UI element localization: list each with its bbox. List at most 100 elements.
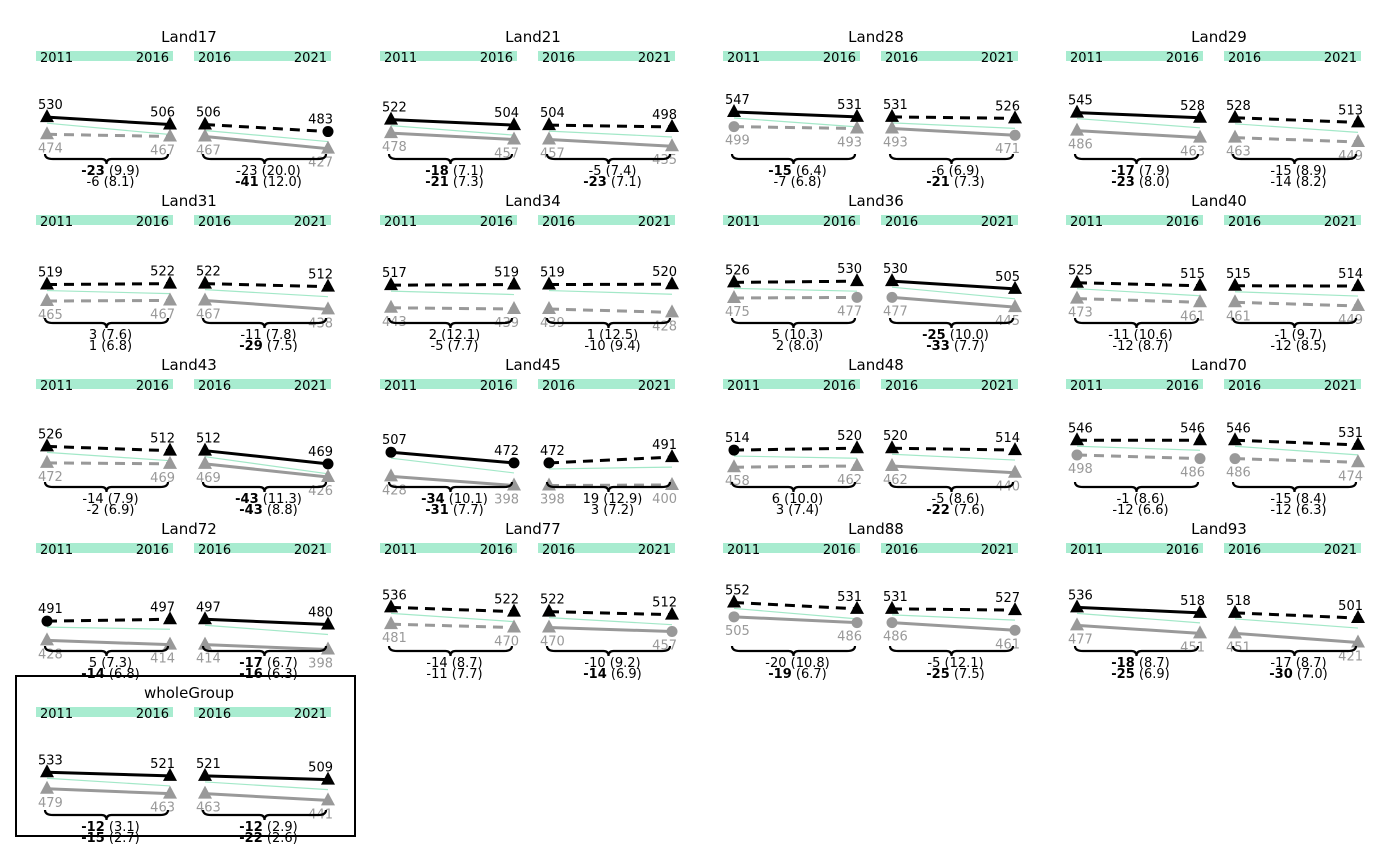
upper-value-label: 515 [1180, 267, 1205, 282]
upper-series-line [733, 110, 858, 119]
upper-value-label: 504 [540, 106, 565, 121]
difference-top-label: -6 (6.9) [932, 164, 980, 179]
year-label-end: 2021 [638, 51, 671, 66]
lower-series-line [1076, 453, 1201, 461]
upper-point [163, 116, 177, 130]
difference-brace [888, 153, 1015, 165]
lower-point [321, 468, 335, 482]
difference-bottom-label: -16 (6.3) [239, 667, 297, 682]
upper-value-label: 522 [540, 593, 565, 608]
difference-bottom-label: -23 (8.0) [1111, 175, 1169, 190]
difference-brace [1073, 153, 1200, 165]
difference-bottom-label: 2 (8.0) [776, 339, 819, 354]
difference-brace [730, 481, 857, 493]
lower-point [1229, 453, 1241, 465]
lower-point [321, 641, 335, 655]
year-label-start: 2016 [885, 379, 918, 394]
trend-line [891, 122, 1016, 129]
upper-point [542, 117, 556, 131]
difference-bottom-label: -12 (8.5) [1270, 339, 1326, 354]
year-band [36, 51, 173, 61]
year-label-end: 2021 [638, 215, 671, 230]
upper-point [885, 108, 899, 122]
year-label-end: 2021 [638, 379, 671, 394]
year-label-start: 2011 [384, 379, 417, 394]
year-label-start: 2011 [384, 543, 417, 558]
difference-top-label: 6 (10.0) [772, 492, 824, 507]
lower-value-label: 449 [1338, 149, 1363, 164]
lower-value-label: 472 [38, 470, 63, 485]
upper-point [1193, 432, 1207, 446]
trend-line [1234, 291, 1359, 297]
difference-top-label: -5 (7.4) [589, 164, 637, 179]
lower-value-label: 463 [150, 801, 175, 816]
lower-point [886, 617, 898, 629]
upper-series-line [1234, 438, 1359, 447]
difference-brace [201, 645, 328, 657]
lower-point [1070, 290, 1084, 304]
year-band [36, 707, 173, 717]
difference-top-label: 19 (12.9) [583, 492, 643, 507]
difference-bottom-label: 3 (7.2) [591, 503, 634, 518]
upper-point [40, 276, 54, 290]
upper-value-label: 491 [38, 602, 63, 617]
lower-point [1070, 617, 1084, 631]
lower-value-label: 435 [652, 153, 677, 168]
lower-value-label: 477 [1068, 632, 1093, 647]
year-label-end: 2016 [1166, 51, 1199, 66]
upper-value-label: 522 [494, 593, 519, 608]
upper-value-label: 531 [883, 98, 908, 113]
year-band [1066, 215, 1203, 225]
upper-series-line [390, 283, 515, 287]
year-label-start: 2016 [542, 51, 575, 66]
lower-point [665, 138, 679, 152]
trend-line [390, 290, 515, 296]
difference-top-label: -1 (8.6) [1117, 492, 1165, 507]
lower-point [728, 611, 740, 623]
lower-value-label: 467 [150, 143, 175, 158]
upper-value-label: 522 [150, 265, 175, 280]
upper-value-label: 519 [494, 266, 519, 281]
upper-point [198, 611, 212, 625]
lower-point [727, 290, 741, 303]
difference-brace [43, 153, 170, 165]
difference-top-label: -17 (6.7) [239, 656, 297, 671]
lower-value-label: 421 [1338, 650, 1363, 665]
upper-point [198, 767, 212, 781]
upper-point [163, 275, 177, 289]
lower-point [1193, 625, 1207, 639]
year-label-end: 2016 [1166, 215, 1199, 230]
upper-value-label: 472 [494, 444, 519, 459]
upper-value-label: 518 [1180, 594, 1205, 609]
lower-point [728, 121, 740, 133]
upper-point [1228, 277, 1242, 291]
upper-point [727, 103, 741, 117]
year-band [538, 379, 675, 389]
year-label-start: 2011 [40, 51, 73, 66]
upper-point [542, 276, 556, 290]
lower-point [1194, 453, 1206, 465]
panel-land17: Land17 2011 2016 474 467 530 506 -23 (9.9)-6 (8… [36, 28, 335, 190]
upper-value-label: 533 [38, 753, 63, 768]
year-label-start: 2016 [198, 707, 231, 722]
year-label-start: 2016 [1228, 51, 1261, 66]
year-label-end: 2016 [823, 379, 856, 394]
panel-title: Land34 [505, 192, 561, 210]
year-label-start: 2016 [198, 215, 231, 230]
panel-land36: Land36 2011 2016 475 477 526 530 5 (10.3)2 (8.0… [723, 192, 1022, 354]
difference-top-label: 3 (7.6) [89, 328, 132, 343]
lower-series-line [204, 298, 329, 311]
upper-point [885, 600, 899, 614]
upper-point [1070, 104, 1084, 118]
lower-value-label: 467 [196, 143, 221, 158]
lower-point [885, 120, 899, 134]
trend-line [733, 287, 858, 292]
upper-point [1008, 442, 1022, 456]
year-band [538, 51, 675, 61]
year-label-end: 2021 [638, 543, 671, 558]
lower-series-line [733, 464, 858, 469]
lower-value-label: 414 [150, 652, 175, 667]
panel-title: Land36 [848, 192, 904, 210]
year-label-start: 2016 [198, 543, 231, 558]
